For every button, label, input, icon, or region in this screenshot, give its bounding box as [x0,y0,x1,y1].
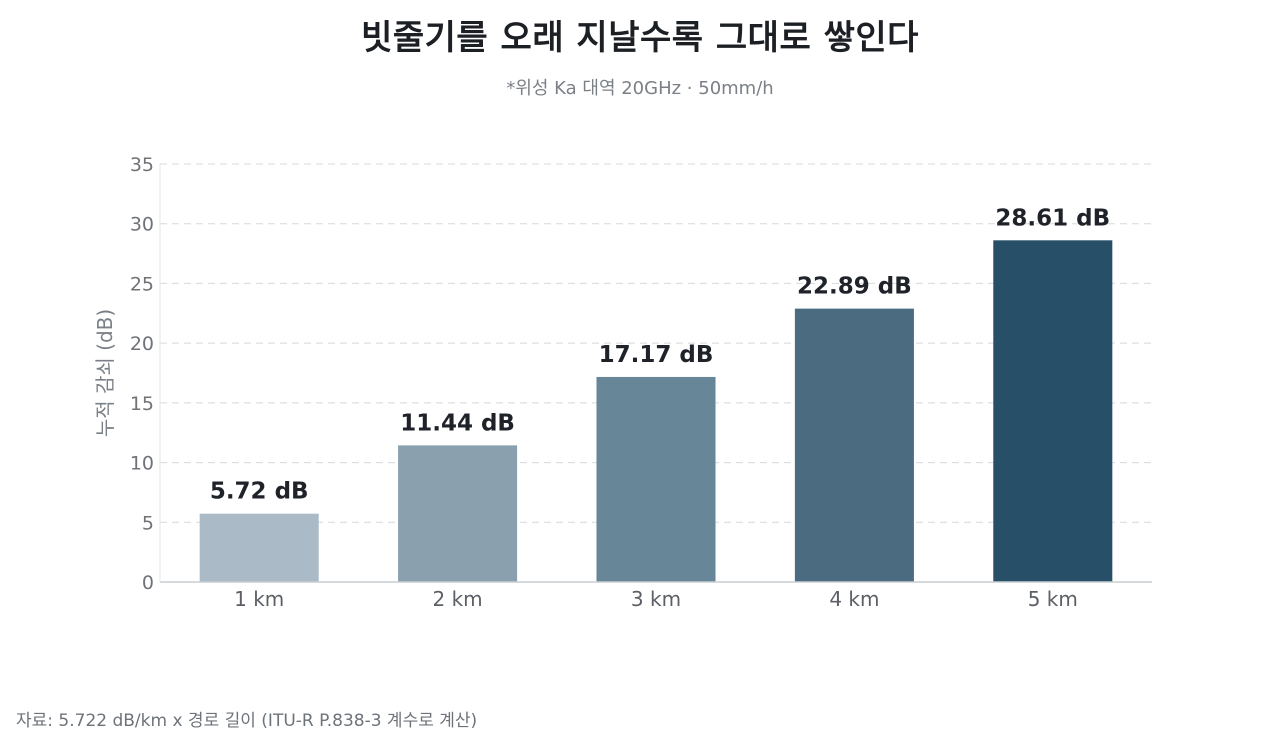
y-tick-label: 0 [142,572,154,594]
source-note: 자료: 5.722 dB/km x 경로 길이 (ITU-R P.838-3 계… [16,711,478,731]
y-axis-label: 누적 감쇠 (dB) [93,309,117,437]
chart-subtitle: *위성 Ka 대역 20GHz · 50mm/h [506,78,774,99]
y-tick-label: 15 [130,393,154,415]
bars [199,240,1113,582]
bar [993,240,1113,582]
bar [199,513,319,582]
bar [398,445,518,582]
bar-value-label: 22.89 dB [797,274,912,300]
bar [794,308,914,582]
x-tick-label: 1 km [234,587,284,611]
y-tick-label: 30 [130,214,154,236]
y-tick-label: 5 [142,512,154,534]
x-tick-label: 4 km [829,587,879,611]
x-tick-label: 5 km [1028,587,1078,611]
bar-value-label: 11.44 dB [400,410,515,436]
y-tick-label: 35 [130,154,154,176]
x-axis-ticks: 1 km 2 km 3 km 4 km 5 km [234,587,1078,611]
y-tick-label: 20 [130,333,154,355]
x-tick-label: 2 km [433,587,483,611]
bar-value-label: 17.17 dB [599,342,714,368]
chart-title: 빗줄기를 오래 지날수록 그대로 쌓인다 [361,18,919,58]
bar [596,376,716,582]
value-labels: 5.72 dB 11.44 dB 17.17 dB 22.89 dB 28.61 dB [210,205,1110,504]
x-tick-label: 3 km [631,587,681,611]
bar-value-label: 5.72 dB [210,479,309,505]
bar-value-label: 28.61 dB [995,205,1110,231]
y-tick-label: 25 [130,273,154,295]
y-axis-ticks: 0 5 10 15 20 25 30 35 [130,154,154,594]
y-tick-label: 10 [130,453,154,475]
